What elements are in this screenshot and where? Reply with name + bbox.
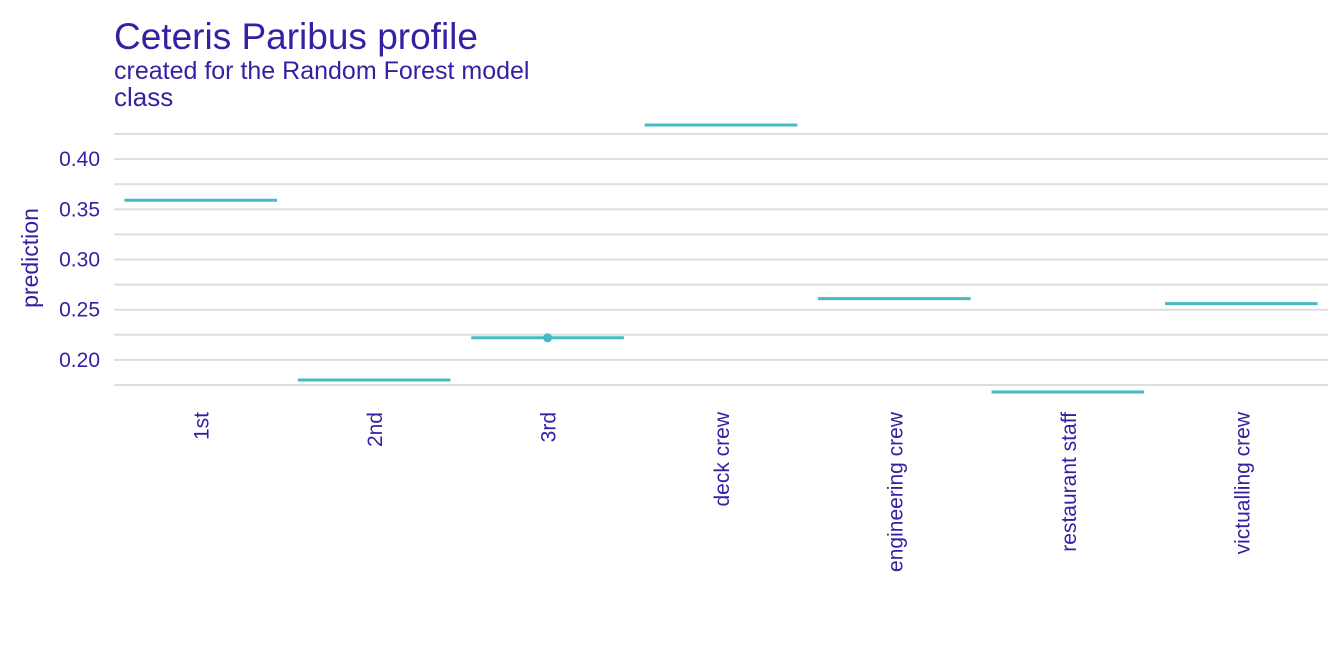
chart-subtitle: created for the Random Forest model (114, 57, 529, 85)
x-tick-label: 1st (191, 412, 214, 440)
y-tick-label: 0.40 (59, 148, 100, 171)
x-tick-label: 3rd (538, 412, 561, 442)
y-axis-label: prediction (17, 208, 43, 308)
y-tick-label: 0.30 (59, 249, 100, 272)
x-axis-ticks: 1st 2nd 3rd deck crew engineering crew restau… (191, 411, 1255, 572)
profile-segments (124, 123, 1318, 394)
grid-lines (114, 133, 1328, 386)
x-tick-label: deck crew (711, 411, 734, 506)
observation-point (543, 333, 553, 343)
y-tick-label: 0.25 (59, 299, 100, 322)
x-tick-label: restaurant staff (1058, 412, 1081, 552)
y-axis-ticks: 0.20 0.25 0.30 0.35 0.40 (59, 148, 100, 372)
chart-title: Ceteris Paribus profile (114, 16, 478, 57)
x-tick-label: engineering crew (884, 411, 907, 572)
x-tick-label: 2nd (364, 412, 387, 447)
x-tick-label: victualling crew (1231, 411, 1254, 554)
y-tick-label: 0.35 (59, 198, 100, 221)
panel-title: class (114, 82, 173, 112)
y-tick-label: 0.20 (59, 349, 100, 372)
